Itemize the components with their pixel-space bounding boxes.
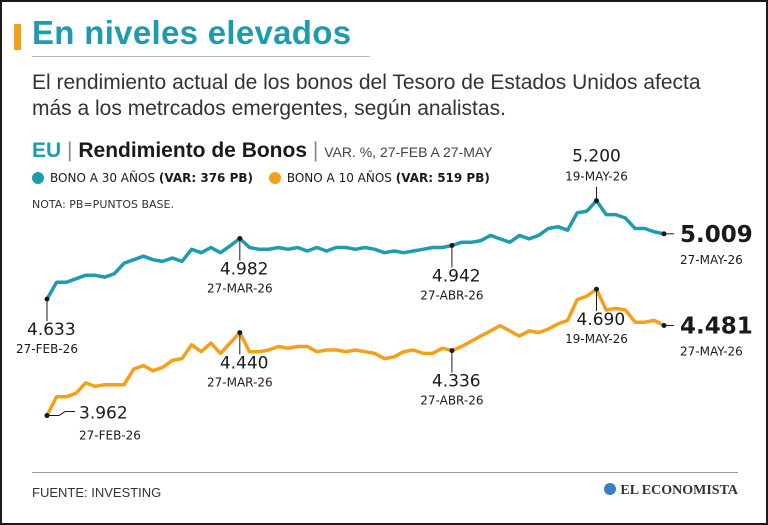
chart-header-separator: | — [312, 139, 319, 162]
legend-dot-30y — [32, 172, 44, 184]
end-value-label: 4.481 — [680, 313, 753, 339]
value-label: 4.633 — [27, 320, 76, 340]
title-accent-bar — [14, 24, 21, 50]
chart-header-separator: | — [67, 139, 73, 162]
date-label: 19-MAY-26 — [565, 170, 628, 184]
legend-item-10y: BONO A 10 AÑOS (VAR: 519 PB) — [268, 171, 490, 185]
value-label: 5.200 — [572, 147, 621, 167]
date-label: 19-MAY-26 — [565, 332, 628, 346]
legend-dot-10y — [268, 172, 281, 184]
chart-legend: BONO A 30 AÑOS (VAR: 376 PB) BONO A 10 A… — [32, 171, 502, 185]
value-label: 4.440 — [220, 354, 269, 374]
source-credit: FUENTE: INVESTING — [32, 485, 162, 500]
chart-description: VAR. %, 27-FEB A 27-MAY — [324, 144, 493, 160]
chart-country: EU — [32, 139, 62, 162]
legend-var-10y: (VAR: 519 PB) — [395, 171, 490, 185]
chart-note: NOTA: PB=PUNTOS BASE. — [32, 198, 174, 211]
end-value-label: 5.009 — [680, 222, 753, 248]
date-label: 27-MAR-26 — [207, 282, 273, 296]
date-label: 27-ABR-26 — [420, 394, 483, 408]
value-label: 4.690 — [577, 310, 626, 330]
annotation-leader — [47, 411, 75, 417]
value-label: 4.336 — [432, 372, 481, 392]
date-label: 27-MAY-26 — [680, 253, 743, 267]
brand-logo: EL ECONOMISTA — [604, 483, 738, 499]
date-label: 27-FEB-26 — [79, 429, 141, 443]
date-label: 27-MAY-26 — [680, 344, 743, 358]
chart-header: EU | Rendimiento de Bonos | VAR. %, 27-F… — [32, 139, 493, 163]
title-underline — [32, 56, 370, 57]
page-subtitle: El rendimiento actual de los bonos del T… — [32, 71, 701, 120]
series-line-10y — [45, 287, 666, 418]
series-line-30y — [45, 198, 666, 301]
date-label: 27-FEB-26 — [16, 342, 78, 356]
el-economista-logo-icon — [604, 483, 617, 495]
footer-divider — [32, 472, 738, 473]
chart-title: Rendimiento de Bonos — [78, 139, 308, 162]
brand-name: EL ECONOMISTA — [620, 483, 738, 498]
value-label: 4.982 — [220, 260, 269, 280]
value-label: 4.942 — [432, 266, 481, 286]
date-label: 27-ABR-26 — [420, 288, 483, 302]
legend-label-30y: BONO A 30 AÑOS — [50, 171, 156, 185]
value-label: 3.962 — [79, 404, 128, 424]
date-label: 27-MAR-26 — [207, 376, 273, 390]
legend-item-30y: BONO A 30 AÑOS (VAR: 376 PB) — [32, 171, 253, 185]
legend-label-10y: BONO A 10 AÑOS — [286, 171, 392, 185]
page-title: En niveles elevados — [32, 14, 352, 51]
legend-var-30y: (VAR: 376 PB) — [158, 171, 254, 185]
